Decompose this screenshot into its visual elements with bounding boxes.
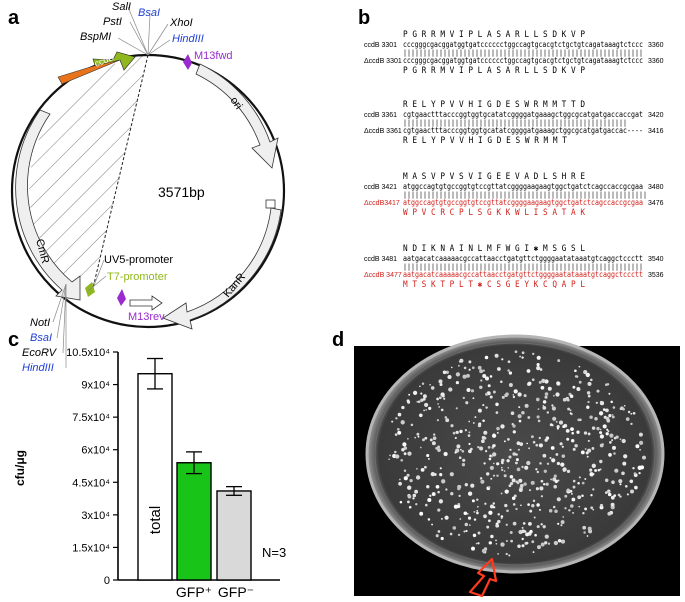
- m13fwd-label: M13fwd: [194, 50, 233, 62]
- lac-arrow: [129, 295, 163, 311]
- seq1-name-0: ccdB 3301: [364, 42, 397, 49]
- red-arrow-pointer: [468, 557, 498, 598]
- aa-bot-0: P G R R M V I P L A S A R L L S D K V P: [403, 66, 585, 76]
- aa-top-3: N D I K N A I N L M F W G I ✱ M S G S L: [403, 244, 585, 254]
- panel-label-a: a: [8, 7, 20, 29]
- seq2-end-0: 3360: [648, 58, 664, 65]
- y-tick-label: 1.5x10⁴: [72, 542, 110, 554]
- uv5-promoter-label: UV5-promoter: [104, 254, 173, 266]
- panel-d: d: [332, 329, 680, 598]
- t7-promoter-label: T7-promoter: [107, 271, 168, 283]
- site-bsai-top: BsaI: [138, 7, 160, 19]
- panel-label-d: d: [332, 329, 344, 351]
- site-sali: SalI: [112, 1, 131, 13]
- m13rev-marker: [117, 289, 126, 306]
- site-psti: PstI: [103, 16, 122, 28]
- y-tick-label: 6x10⁴: [81, 445, 110, 457]
- alignment: P G R R M V I P L A S A R L L S D K V Pc…: [364, 30, 664, 290]
- seq1-name-3: ccdB 3481: [364, 256, 397, 263]
- panel-b: b P G R R M V I P L A S A R L L S D K V …: [358, 7, 664, 290]
- seq1-name-2: ccdB 3421: [364, 184, 397, 191]
- seq2-name-2: ΔccdB3417: [364, 200, 400, 207]
- ori-feature: [195, 63, 279, 169]
- seq1-end-2: 3480: [648, 184, 664, 191]
- panel-a: a ccdB M13fwd ori KanR CmR 3571bp: [8, 1, 286, 374]
- seq1-3: aatgacatcaaaaacgccattaacctgatgttctggggaa…: [403, 254, 643, 263]
- seq2-2: atggccagtgtgccggtgtccgttatcggggaagaagtgg…: [403, 198, 643, 207]
- aa-bot-2: W P V C R C P L S G K K W L I S A T A K: [403, 208, 586, 218]
- aa-top-1: R E L Y P V V H I G D E S W R M M T T D: [403, 100, 585, 110]
- seq2-3: aatgacatcaaaaacgccattaacctgatgttctggggaa…: [403, 270, 643, 279]
- seq1-1: cgtgaactttacccggtggtgcatatcggggatgaaagct…: [403, 110, 643, 119]
- seq1-name-1: ccdB 3361: [364, 112, 397, 119]
- m13fwd-marker: [183, 54, 192, 70]
- site-hindiii-top: HindIII: [172, 33, 204, 45]
- panel-c: c 0 1.5x10⁴ 3x10⁴ 4.5x10⁴ 6x10⁴ 7.5x10⁴ 9x10⁴ 1…: [8, 329, 286, 600]
- site-xhoi: XhoI: [169, 17, 193, 29]
- colonies: [388, 350, 646, 557]
- seq2-name-1: ΔccdB 3361: [364, 128, 402, 135]
- cmr-feature: [15, 109, 81, 301]
- bar-0: [137, 373, 173, 581]
- seq2-end-1: 3416: [648, 128, 664, 135]
- bottom-sites-leaders: [52, 259, 107, 368]
- aa-top-2: M A S V P V S V I G E E V A D L S H R E: [403, 172, 585, 182]
- seq2-end-2: 3476: [648, 200, 664, 207]
- y-tick-label: 10.5x10⁴: [66, 347, 110, 359]
- plasmid-size: 3571bp: [158, 184, 205, 200]
- bar-1: [176, 462, 212, 581]
- seq1-2: atggccagtgtgccggtgtccgttatcggggaagaagtgg…: [403, 182, 643, 191]
- match-line-1: ||||||||||||||||||||||||||||||||||||||||…: [403, 119, 627, 127]
- x-label-gfp-pos: GFP⁺: [176, 584, 212, 600]
- seq2-1: cgtgaactttacccggtggtgcatatcggggatgaaagct…: [403, 126, 643, 135]
- seq1-end-3: 3540: [648, 256, 664, 263]
- seq2-name-3: ΔccdB 3477: [364, 272, 402, 279]
- y-axis-label: cfu/μg: [13, 450, 27, 486]
- aa-top-0: P G R R M V I P L A S A R L L S D K V P: [403, 30, 585, 40]
- site-noti: NotI: [30, 317, 50, 329]
- bar-inner-label: total: [147, 506, 164, 534]
- n-annotation: N=3: [262, 545, 286, 560]
- seq2-0: cccgggcgacggatggtgatcccccctggccagtgcacgt…: [403, 56, 643, 65]
- match-line-2: ||||||||||||||||||||||||||||||||||||||||…: [403, 191, 647, 199]
- ori-label: ori: [228, 95, 245, 112]
- site-hindiii-bottom: HindIII: [22, 362, 54, 374]
- panel-label-b: b: [358, 7, 370, 29]
- match-line-0: ||||||||||||||||||||||||||||||||||||||||…: [403, 49, 643, 57]
- top-sites: [117, 6, 171, 56]
- seq1-end-0: 3360: [648, 42, 664, 49]
- m13rev-label: M13rev: [128, 311, 165, 323]
- y-tick-label: 0: [104, 575, 110, 587]
- bar-2: [216, 490, 252, 581]
- seq1-0: cccgggcgacggatggtgatcccccctggccagtgcacgt…: [403, 40, 643, 49]
- site-ecorv: EcoRV: [22, 347, 58, 359]
- y-tick-label: 9x10⁴: [81, 380, 110, 392]
- y-tick-label: 3x10⁴: [81, 510, 110, 522]
- seq2-end-3: 3536: [648, 272, 664, 279]
- site-bsai-bottom: BsaI: [30, 332, 52, 344]
- deletion-region: [66, 55, 148, 288]
- bar-chart: 0 1.5x10⁴ 3x10⁴ 4.5x10⁴ 6x10⁴ 7.5x10⁴ 9x10⁴ 10.…: [13, 347, 286, 600]
- seq2-name-0: ΔccdB 3301: [364, 58, 402, 65]
- plasmid-marker-box: [265, 199, 276, 209]
- site-bspmi: BspMI: [80, 31, 111, 43]
- aa-bot-3: M T S K T P L T ✱ C S G E Y K C Q A P L: [403, 280, 585, 290]
- panel-label-c: c: [8, 329, 19, 351]
- seq1-end-1: 3420: [648, 112, 664, 119]
- match-line-3: ||||||||||||||||||||||||||||||||||||||||…: [403, 263, 643, 271]
- y-tick-label: 4.5x10⁴: [72, 477, 110, 489]
- x-label-gfp-neg: GFP⁻: [218, 584, 254, 600]
- aa-bot-1: R E L Y P V V H I G D E S W R M M T: [403, 136, 567, 146]
- y-tick-label: 7.5x10⁴: [72, 412, 110, 424]
- kanr-feature: [162, 207, 282, 330]
